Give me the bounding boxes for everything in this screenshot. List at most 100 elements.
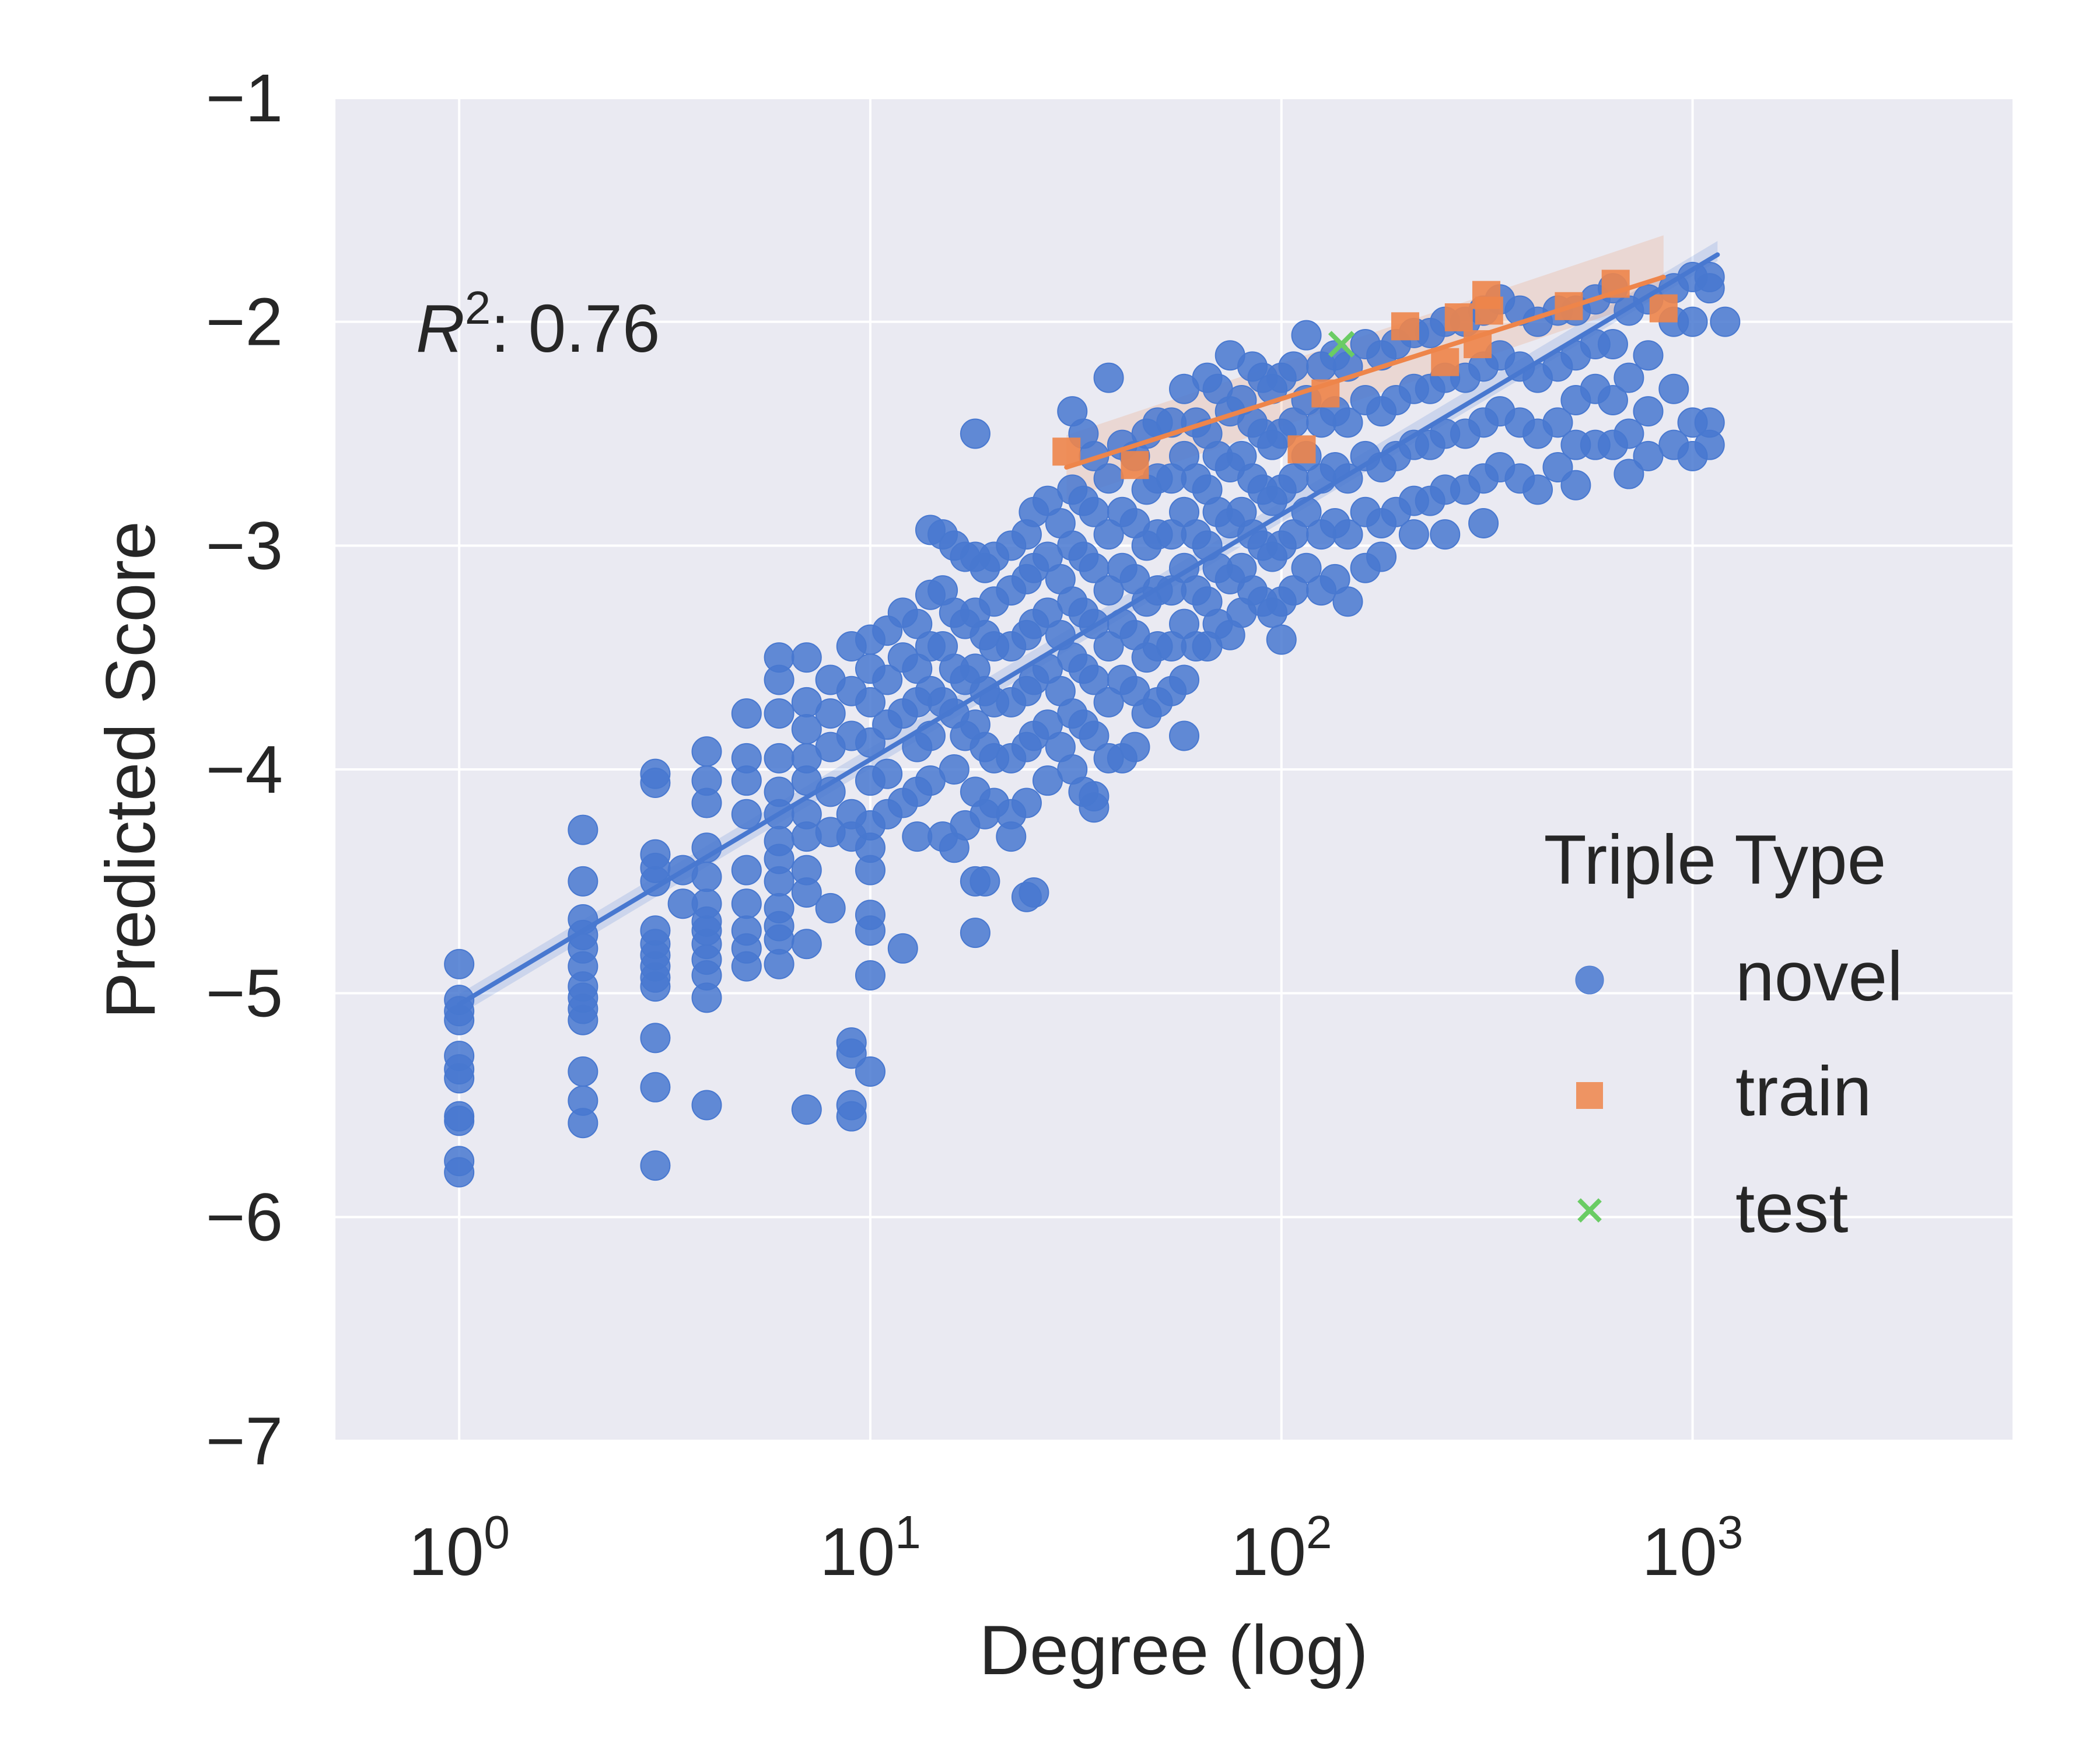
point-novel <box>855 915 886 946</box>
legend-marker-train <box>1576 1082 1603 1109</box>
point-novel <box>691 862 722 892</box>
point-train <box>1121 451 1149 480</box>
point-novel <box>1332 407 1363 438</box>
point-train <box>1052 438 1081 466</box>
point-novel <box>1093 362 1124 393</box>
legend-marker-test-stroke-b <box>1577 1198 1602 1223</box>
point-novel <box>1633 440 1664 471</box>
point-test <box>1328 331 1355 358</box>
y-tick-label: −5 <box>206 956 283 1031</box>
x-tick-exponent: 2 <box>1306 1506 1332 1558</box>
legend-label-test: test <box>1735 1169 1848 1247</box>
point-novel <box>791 1094 822 1125</box>
point-novel <box>1366 541 1397 572</box>
y-tick-label: −4 <box>206 732 283 807</box>
point-novel <box>444 1157 475 1188</box>
point-novel <box>855 855 886 886</box>
point-novel <box>1560 470 1591 501</box>
point-novel <box>970 866 1000 897</box>
point-novel <box>902 653 933 684</box>
point-novel <box>1291 552 1322 583</box>
x-tick-label: 101 <box>820 1506 921 1590</box>
x-tick-labels: 100 101 102 103 <box>408 1506 1743 1590</box>
point-novel <box>791 642 822 673</box>
point-train <box>1475 296 1503 325</box>
x-tick-base: 10 <box>408 1514 484 1590</box>
point-train <box>1444 303 1473 331</box>
series-train <box>1052 270 1678 480</box>
point-novel <box>1079 720 1110 751</box>
y-tick-label: −2 <box>206 284 283 360</box>
series-novel <box>444 261 1741 1188</box>
point-novel <box>1430 519 1461 550</box>
x-tick-exponent: 0 <box>484 1506 510 1558</box>
y-tick-label: −1 <box>206 60 283 136</box>
point-novel <box>939 754 970 785</box>
point-novel <box>1597 329 1628 360</box>
point-novel <box>1169 664 1200 695</box>
point-novel <box>902 608 933 639</box>
r2-symbol: R <box>416 290 465 366</box>
x-tick-exponent: 1 <box>895 1506 921 1558</box>
point-novel <box>1093 687 1124 718</box>
point-novel <box>836 1101 867 1132</box>
regression-line-novel <box>457 252 1720 1007</box>
point-novel <box>1694 273 1725 304</box>
point-novel <box>887 933 918 964</box>
point-novel <box>902 821 933 852</box>
point-novel <box>855 687 886 718</box>
point-novel <box>1332 586 1363 617</box>
point-novel <box>872 758 903 789</box>
point-novel <box>1542 407 1573 438</box>
x-tick-base: 10 <box>1231 1514 1306 1590</box>
point-novel <box>1011 788 1042 818</box>
point-train <box>1431 348 1460 376</box>
legend-label-train: train <box>1735 1052 1871 1130</box>
regression-line-train <box>1064 274 1666 470</box>
point-novel <box>568 866 598 897</box>
point-novel <box>872 664 903 695</box>
point-novel <box>640 971 671 1002</box>
legend-label-novel: novel <box>1735 937 1903 1016</box>
point-novel <box>1633 396 1664 427</box>
point-novel <box>1093 463 1124 494</box>
point-novel <box>731 855 762 886</box>
x-axis-label: Degree (log) <box>979 1611 1368 1689</box>
point-novel <box>691 982 722 1013</box>
point-novel <box>1694 429 1725 460</box>
r2-exponent: 2 <box>465 282 491 334</box>
point-novel <box>568 1005 598 1035</box>
point-novel <box>1093 575 1124 606</box>
point-novel <box>1468 508 1499 538</box>
y-tick-label: −3 <box>206 508 283 583</box>
point-novel <box>791 929 822 960</box>
point-novel <box>444 1105 475 1136</box>
point-novel <box>1019 877 1049 908</box>
point-novel <box>1677 306 1708 337</box>
point-novel <box>764 866 794 897</box>
x-tick-base: 10 <box>1642 1514 1717 1590</box>
point-novel <box>1093 519 1124 550</box>
point-novel <box>444 1005 475 1035</box>
point-novel <box>1278 351 1309 382</box>
x-tick-label: 102 <box>1231 1506 1332 1590</box>
y-tick-labels: −1 −2 −3 −4 −5 −6 −7 <box>206 60 283 1479</box>
point-novel <box>731 799 762 830</box>
point-novel <box>1633 340 1664 371</box>
x-tick-base: 10 <box>820 1514 895 1590</box>
y-tick-label: −6 <box>206 1179 283 1255</box>
point-novel <box>1710 306 1741 337</box>
r2-value: : 0.76 <box>491 290 660 366</box>
point-novel <box>1614 362 1644 393</box>
point-novel <box>1093 631 1124 662</box>
point-novel <box>764 743 794 774</box>
point-novel <box>444 949 475 979</box>
point-novel <box>1614 418 1644 449</box>
regression-lines <box>457 252 1720 1007</box>
point-novel <box>764 698 794 729</box>
point-novel <box>855 1056 886 1087</box>
point-novel <box>691 1090 722 1121</box>
point-novel <box>1119 732 1150 762</box>
point-novel <box>815 892 846 923</box>
